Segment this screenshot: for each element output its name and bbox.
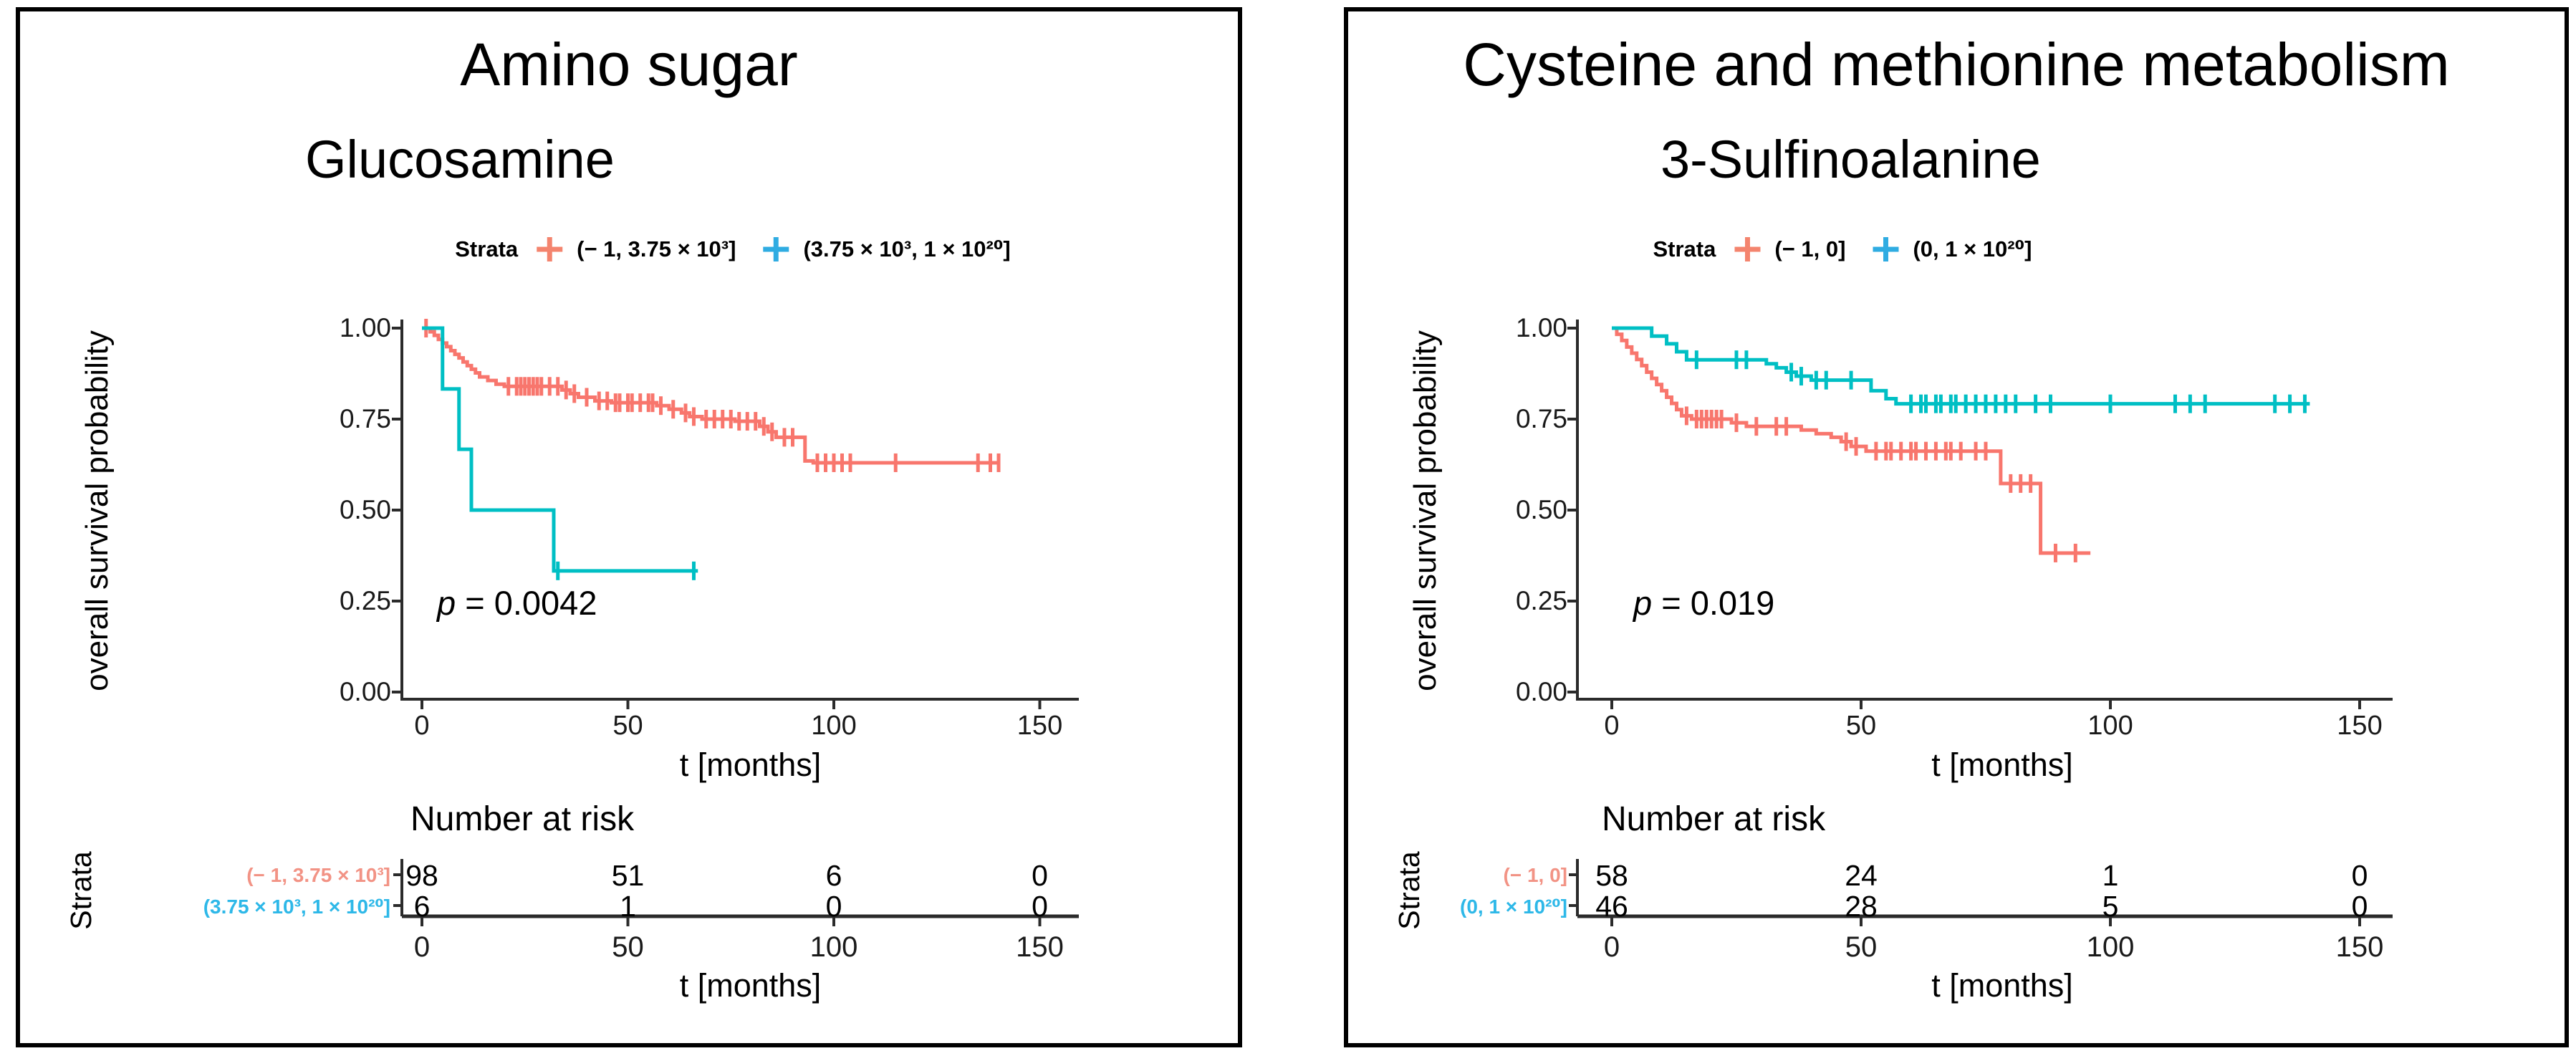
y-tick-label: 0.75 xyxy=(339,404,391,433)
risk-count: 51 xyxy=(611,859,645,892)
risk-count: 58 xyxy=(1595,859,1628,892)
x-tick-label: 100 xyxy=(2087,711,2133,741)
risk-x-axis-label: t [months] xyxy=(679,967,822,1004)
risk-x-tick-label: 150 xyxy=(2335,931,2384,963)
y-axis-label: overall survival probability xyxy=(80,330,115,691)
km-curve xyxy=(1612,326,2310,406)
p-value: p = 0.019 xyxy=(1633,583,1774,623)
strata-legend: Strata (− 1, 3.75 × 10³] (3.75 × 10³, 1 … xyxy=(455,232,1011,267)
strata-legend: Strata (− 1, 0] (0, 1 × 10²⁰] xyxy=(1653,232,2032,267)
risk-count: 6 xyxy=(413,890,431,923)
risk-row-label-stratum-1: (− 1, 0] xyxy=(1503,864,1567,886)
x-tick-label: 0 xyxy=(414,711,430,741)
risk-x-tick-label: 50 xyxy=(612,931,644,963)
km-curve xyxy=(422,326,999,465)
risk-strata-axis-label: Strata xyxy=(64,851,97,930)
risk-strata-axis-label: Strata xyxy=(1393,851,1426,930)
risk-count: 1 xyxy=(2102,859,2119,892)
risk-x-tick-label: 100 xyxy=(2086,931,2135,963)
panel-amino-sugar-inner: Amino sugar Glucosamine Strata (− 1, 3.7… xyxy=(20,11,1238,1043)
risk-x-tick-label: 0 xyxy=(1603,931,1620,963)
number-at-risk-title: Number at risk xyxy=(1602,800,1826,838)
p-value-symbol: p xyxy=(437,584,456,622)
risk-count: 0 xyxy=(1032,859,1048,892)
risk-row-label-stratum-2: (0, 1 × 10²⁰] xyxy=(1460,896,1567,918)
km-curve xyxy=(1612,326,2091,555)
legend-title: Strata xyxy=(455,236,519,261)
x-tick-label: 150 xyxy=(1017,711,1063,741)
x-axis-label: t [months] xyxy=(1931,746,2073,783)
y-tick-label: 0.50 xyxy=(1515,495,1567,524)
x-axis-label: t [months] xyxy=(679,746,822,783)
panel-title: Amino sugar xyxy=(460,31,798,98)
panel-subtitle: 3-Sulfinoalanine xyxy=(1661,130,2041,189)
legend-label-stratum-2: (0, 1 × 10²⁰] xyxy=(1913,236,2032,261)
y-tick-label: 0.50 xyxy=(339,495,391,524)
risk-x-tick-label: 100 xyxy=(809,931,858,963)
x-tick-label: 50 xyxy=(1845,711,1877,741)
y-tick-label: 0.00 xyxy=(339,677,391,706)
risk-count: 6 xyxy=(825,859,842,892)
x-tick-label: 150 xyxy=(2337,711,2383,741)
risk-x-axis-label: t [months] xyxy=(1931,967,2073,1004)
panel-cysteine-methionine-inner: Cysteine and methionine metabolism 3-Sul… xyxy=(1348,11,2565,1043)
legend-label-stratum-1: (− 1, 3.75 × 10³] xyxy=(577,236,736,261)
legend-label-stratum-1: (− 1, 0] xyxy=(1774,236,1846,261)
risk-x-tick-label: 0 xyxy=(413,931,431,963)
legend-label-stratum-2: (3.75 × 10³, 1 × 10²⁰] xyxy=(803,236,1011,261)
p-value-symbol: p xyxy=(1633,584,1653,622)
y-tick-label: 1.00 xyxy=(1515,313,1567,342)
risk-count: 0 xyxy=(1032,890,1048,923)
risk-row-label-stratum-2: (3.75 × 10³, 1 × 10²⁰] xyxy=(203,896,390,918)
panel-title: Cysteine and methionine metabolism xyxy=(1463,31,2450,98)
risk-count: 0 xyxy=(2351,859,2368,892)
risk-count: 46 xyxy=(1595,890,1628,923)
risk-x-tick-label: 50 xyxy=(1845,931,1878,963)
risk-count: 28 xyxy=(1845,890,1878,923)
p-value-text: = 0.0042 xyxy=(456,584,597,622)
panel-subtitle: Glucosamine xyxy=(305,130,615,189)
plus-marker-icon-red xyxy=(537,237,563,261)
panel-amino-sugar: Amino sugar Glucosamine Strata (− 1, 3.7… xyxy=(16,7,1242,1047)
p-value: p = 0.0042 xyxy=(437,583,597,623)
plus-marker-icon-red xyxy=(1734,237,1761,261)
y-tick-label: 1.00 xyxy=(339,313,391,342)
legend-title: Strata xyxy=(1653,236,1716,261)
risk-count: 0 xyxy=(2351,890,2368,923)
risk-count: 98 xyxy=(405,859,438,892)
y-axis-label: overall survival probability xyxy=(1408,330,1443,691)
risk-count: 0 xyxy=(825,890,842,923)
number-at-risk-title: Number at risk xyxy=(410,800,635,838)
y-tick-label: 0.25 xyxy=(1515,586,1567,615)
y-tick-label: 0.25 xyxy=(339,586,391,615)
x-tick-label: 100 xyxy=(811,711,857,741)
risk-count: 5 xyxy=(2102,890,2119,923)
plus-marker-icon-blue xyxy=(763,237,789,261)
risk-count: 1 xyxy=(620,890,636,923)
y-tick-label: 0.00 xyxy=(1515,677,1567,706)
risk-row-label-stratum-1: (− 1, 3.75 × 10³] xyxy=(246,864,390,886)
risk-count: 24 xyxy=(1845,859,1878,892)
plus-marker-icon-blue xyxy=(1873,237,1899,261)
y-tick-label: 0.75 xyxy=(1515,404,1567,433)
km-curve xyxy=(422,326,698,573)
panel-cysteine-methionine: Cysteine and methionine metabolism 3-Sul… xyxy=(1344,7,2569,1047)
p-value-text: = 0.019 xyxy=(1652,584,1775,622)
x-tick-label: 50 xyxy=(612,711,643,741)
x-tick-label: 0 xyxy=(1604,711,1620,741)
risk-x-tick-label: 150 xyxy=(1016,931,1064,963)
